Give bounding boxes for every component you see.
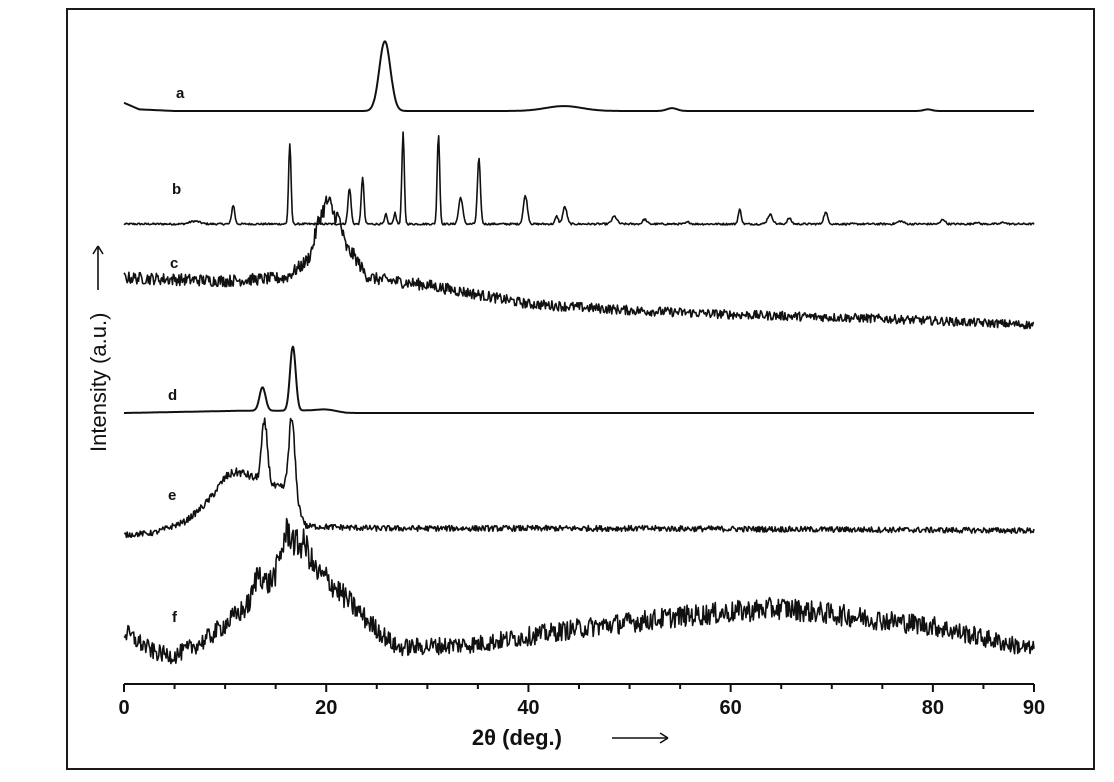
- series-b-label: b: [172, 181, 181, 198]
- x-tick-label: 0: [118, 697, 129, 719]
- series-a-label: a: [176, 85, 185, 102]
- y-axis-title: Intensity (a.u.): [86, 313, 111, 452]
- x-axis-arrowhead: [659, 732, 669, 744]
- x-tick-label: 40: [517, 697, 539, 719]
- x-axis-title: 2θ (deg.): [472, 725, 562, 750]
- series-a-line: [123, 40, 1035, 112]
- series-d-line: [123, 345, 1035, 414]
- series-c-label: c: [170, 255, 178, 272]
- x-tick-label: 90: [1023, 697, 1045, 719]
- x-tick-label: 20: [315, 697, 337, 719]
- x-tick-label: 60: [720, 697, 742, 719]
- series-c-line: [123, 195, 1035, 330]
- series-f-label: f: [172, 609, 178, 626]
- x-tick-label: 80: [922, 697, 944, 719]
- series-f-line: [123, 517, 1035, 665]
- y-axis-arrowhead: [92, 245, 104, 255]
- chart-frame: [66, 8, 1095, 770]
- series-b-line: [123, 131, 1035, 226]
- series-e-line: [123, 417, 1035, 539]
- series-d-label: d: [168, 387, 177, 404]
- series-e-label: e: [168, 487, 176, 504]
